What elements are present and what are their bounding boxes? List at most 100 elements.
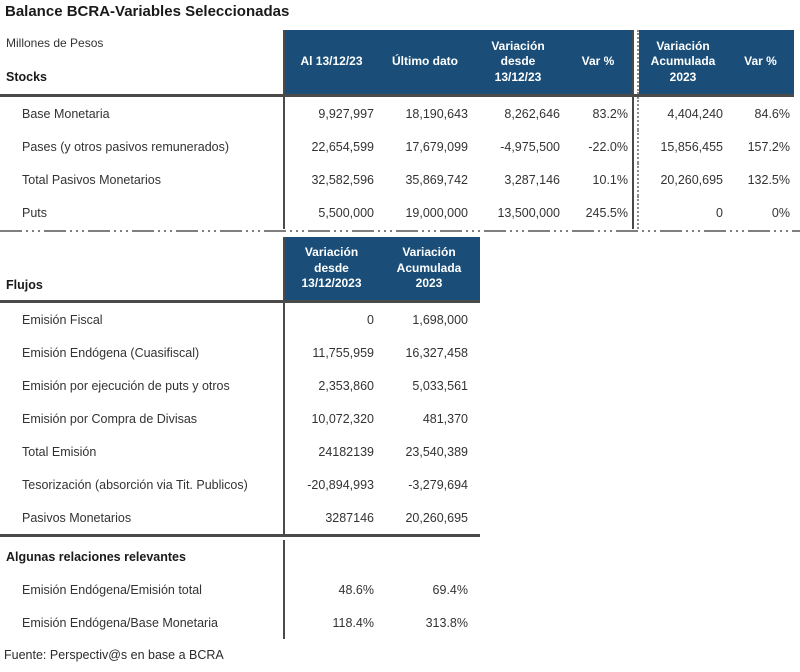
cell-value: 24182139: [318, 444, 374, 459]
cell-value: -22.0%: [588, 139, 628, 154]
table-row: Pasivos Monetarios 3287146 20,260,695: [0, 501, 480, 534]
column-header-var-pct: Var %: [564, 30, 632, 94]
column-header-var-pct-2: Var %: [727, 30, 794, 94]
column-header-ultimo-dato: Último dato: [378, 30, 472, 94]
column-header-variacion-acumulada: Variación Acumulada 2023: [639, 30, 727, 94]
cell-value: 8,262,646: [504, 106, 560, 121]
relations-header-row: Algunas relaciones relevantes: [0, 540, 480, 573]
cell-value: 84.6%: [754, 106, 790, 121]
stocks-header-label-cell: Millones de Pesos Stocks: [0, 30, 285, 94]
table-row: Puts 5,500,000 19,000,000 13,500,000 245…: [0, 196, 794, 229]
stocks-body: Base Monetaria 9,927,997 18,190,643 8,26…: [0, 97, 794, 229]
table-row: Pases (y otros pasivos remunerados) 22,6…: [0, 130, 794, 163]
cell-value: 48.6%: [338, 582, 374, 597]
cell-value: 18,190,643: [405, 106, 468, 121]
cell-value: 0%: [771, 205, 790, 220]
cell-value: 22,654,599: [311, 139, 374, 154]
column-header-al-131223: Al 13/12/23: [285, 30, 378, 94]
row-label: Pasivos Monetarios: [0, 501, 285, 534]
cell-value: 3287146: [325, 510, 374, 525]
cell-value: 313.8%: [425, 615, 468, 630]
stocks-header-row: Millones de Pesos Stocks Al 13/12/23 Últ…: [0, 30, 794, 97]
cell-value: 3,287,146: [504, 172, 560, 187]
row-label: Tesorización (absorción via Tit. Publico…: [0, 468, 285, 501]
cell-value: -3,279,694: [408, 477, 468, 492]
cell-value: 19,000,000: [405, 205, 468, 220]
column-header-variacion-acumulada-2023: Variación Acumulada 2023: [378, 237, 480, 300]
flows-header-row: Flujos Variación desde 13/12/2023 Variac…: [0, 237, 480, 303]
cell-value: 17,679,099: [405, 139, 468, 154]
cell-value: 13,500,000: [497, 205, 560, 220]
cell-value: 118.4%: [332, 615, 374, 630]
cell-value: 5,033,561: [412, 378, 468, 393]
cell-value: 481,370: [422, 411, 468, 426]
stocks-table: Millones de Pesos Stocks Al 13/12/23 Últ…: [0, 30, 794, 229]
column-divider: [632, 163, 639, 196]
row-label: Emisión Fiscal: [0, 303, 285, 336]
cell-value: -4,975,500: [500, 139, 560, 154]
table-row: Total Emisión 24182139 23,540,389: [0, 435, 480, 468]
cell-value: 10.1%: [592, 172, 628, 187]
flows-header-label-cell: Flujos: [0, 237, 285, 300]
cell-value: 20,260,695: [405, 510, 468, 525]
cell-value: 5,500,000: [318, 205, 374, 220]
column-divider: [632, 97, 639, 130]
cell-value: 132.5%: [747, 172, 790, 187]
stocks-section-label: Stocks: [6, 70, 47, 84]
cell-value: -20,894,993: [307, 477, 374, 492]
column-divider: [632, 30, 639, 94]
cell-value: 15,856,455: [660, 139, 723, 154]
cell-value: 35,869,742: [405, 172, 468, 187]
table-row: Total Pasivos Monetarios 32,582,596 35,8…: [0, 163, 794, 196]
row-label: Puts: [0, 196, 285, 229]
table-row: Emisión Endógena/Emisión total 48.6% 69.…: [0, 573, 480, 606]
cell-value: 0: [367, 312, 374, 327]
cell-value: 2,353,860: [318, 378, 374, 393]
table-row: Emisión Fiscal 0 1,698,000: [0, 303, 480, 336]
table-row: Emisión Endógena (Cuasifiscal) 11,755,95…: [0, 336, 480, 369]
row-label: Emisión por Compra de Divisas: [0, 402, 285, 435]
cell-value: 83.2%: [592, 106, 628, 121]
cell-value: 4,404,240: [667, 106, 723, 121]
row-label: Emisión Endógena (Cuasifiscal): [0, 336, 285, 369]
cell-value: 23,540,389: [405, 444, 468, 459]
cell-value: 0: [716, 205, 723, 220]
cell-value: 1,698,000: [412, 312, 468, 327]
flows-body: Emisión Fiscal 0 1,698,000 Emisión Endóg…: [0, 303, 480, 537]
row-label: Emisión por ejecución de puts y otros: [0, 369, 285, 402]
flows-table: Flujos Variación desde 13/12/2023 Variac…: [0, 237, 480, 537]
table-row: Emisión por Compra de Divisas 10,072,320…: [0, 402, 480, 435]
table-row: Base Monetaria 9,927,997 18,190,643 8,26…: [0, 97, 794, 130]
relations-table: Algunas relaciones relevantes Emisión En…: [0, 540, 480, 639]
units-label: Millones de Pesos: [6, 36, 104, 50]
section-divider-line: [0, 230, 800, 232]
column-header-variacion-desde-2023: Variación desde 13/12/2023: [285, 237, 378, 300]
cell-value: 32,582,596: [311, 172, 374, 187]
cell-value: 157.2%: [747, 139, 790, 154]
page-title: Balance BCRA-Variables Seleccionadas: [5, 3, 290, 20]
cell-value: 10,072,320: [311, 411, 374, 426]
row-label: Emisión Endógena/Emisión total: [0, 573, 285, 606]
flows-section-label: Flujos: [6, 278, 43, 292]
column-header-variacion-desde: Variación desde 13/12/23: [472, 30, 564, 94]
empty-cell: [378, 540, 480, 573]
cell-value: 20,260,695: [660, 172, 723, 187]
empty-cell: [285, 540, 378, 573]
cell-value: 245.5%: [585, 205, 628, 220]
relations-section-label: Algunas relaciones relevantes: [0, 540, 285, 573]
row-label: Total Emisión: [0, 435, 285, 468]
source-note: Fuente: Perspectiv@s en base a BCRA: [4, 648, 224, 662]
column-divider: [632, 130, 639, 163]
row-label: Pases (y otros pasivos remunerados): [0, 130, 285, 163]
table-row: Tesorización (absorción via Tit. Publico…: [0, 468, 480, 501]
row-label: Total Pasivos Monetarios: [0, 163, 285, 196]
table-row: Emisión por ejecución de puts y otros 2,…: [0, 369, 480, 402]
cell-value: 16,327,458: [405, 345, 468, 360]
row-label: Base Monetaria: [0, 97, 285, 130]
table-row: Emisión Endógena/Base Monetaria 118.4% 3…: [0, 606, 480, 639]
cell-value: 69.4%: [432, 582, 468, 597]
column-divider: [632, 196, 639, 229]
cell-value: 11,755,959: [312, 345, 374, 360]
row-label: Emisión Endógena/Base Monetaria: [0, 606, 285, 639]
